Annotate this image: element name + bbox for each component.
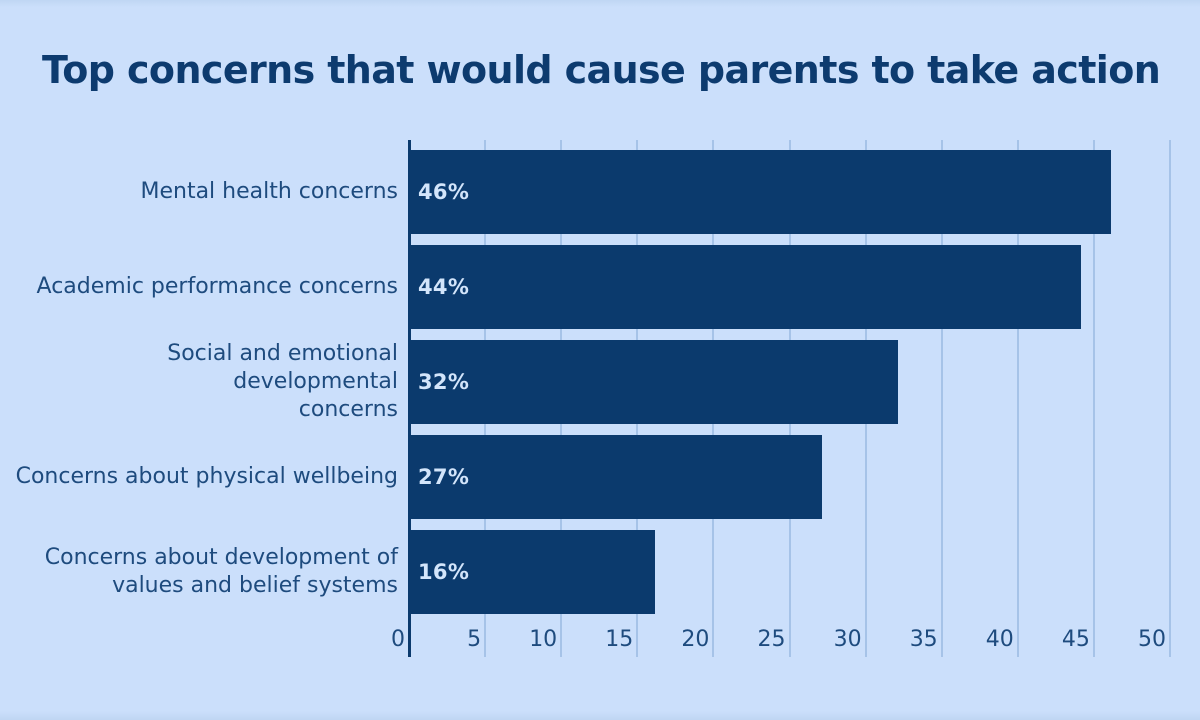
gridline-x-45 xyxy=(1092,140,1095,657)
chart-title: Top concerns that would cause parents to… xyxy=(42,48,1161,92)
x-tick-label-35: 35 xyxy=(909,627,938,652)
bar: 16% xyxy=(411,530,655,614)
y-axis-line xyxy=(408,140,411,657)
x-tick-label-15: 15 xyxy=(605,627,634,652)
x-tick-label-50: 50 xyxy=(1138,627,1166,652)
x-tick-label-5: 5 xyxy=(467,627,482,652)
bar-value-label: 44% xyxy=(418,275,470,299)
x-tick-label-20: 20 xyxy=(681,627,710,652)
x-tick-label-0: 0 xyxy=(391,627,405,652)
x-tick-label-25: 25 xyxy=(757,627,786,652)
bar: 46% xyxy=(411,150,1111,234)
category-label: Mental health concerns xyxy=(140,179,398,204)
bar: 27% xyxy=(411,435,822,519)
category-label: Academic performance concerns xyxy=(36,274,398,299)
gridline-x-40 xyxy=(1016,140,1019,657)
bar: 32% xyxy=(411,340,898,424)
x-tick-label-30: 30 xyxy=(833,627,862,652)
category-label: Concerns about development of values and… xyxy=(44,545,398,598)
bar: 44% xyxy=(411,245,1081,329)
gridline-x-50 xyxy=(1169,140,1171,657)
bar-value-label: 32% xyxy=(418,370,470,394)
bar-value-label: 16% xyxy=(418,560,470,584)
x-tick-label-40: 40 xyxy=(985,627,1014,652)
x-tick-label-45: 45 xyxy=(1061,627,1090,652)
category-label: Concerns about physical wellbeing xyxy=(15,464,398,489)
bar-value-label: 27% xyxy=(418,465,470,489)
bar-value-label: 46% xyxy=(418,180,470,204)
x-tick-label-10: 10 xyxy=(529,627,558,652)
gridline-x-35 xyxy=(940,140,943,657)
category-label: Social and emotional developmental conce… xyxy=(167,341,398,422)
